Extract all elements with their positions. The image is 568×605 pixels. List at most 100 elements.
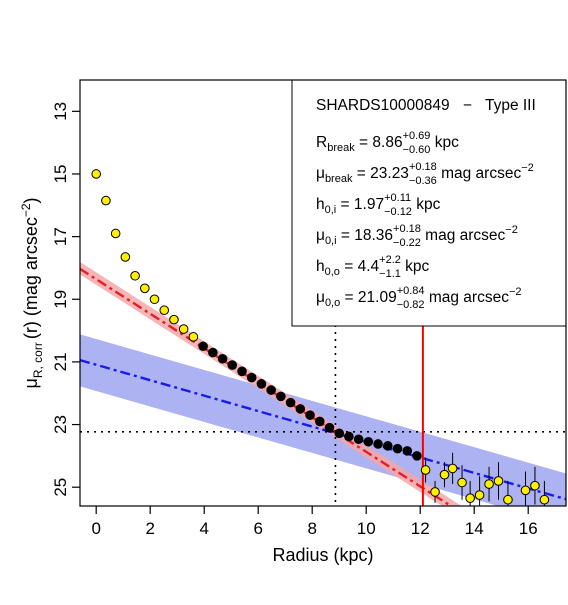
plot-frame	[79, 79, 567, 507]
legend-type: Type III	[485, 97, 536, 114]
legend-symbol: μ	[316, 227, 325, 244]
x-tick-label: 4	[199, 519, 208, 538]
legend-subscript: 0,i	[325, 235, 337, 247]
data-point	[130, 270, 140, 281]
data-point	[188, 332, 199, 342]
legend-equals: =	[337, 227, 355, 244]
data-point	[334, 428, 345, 439]
y-axis: 13 15 17 19 21 23 25	[51, 102, 80, 497]
y-axis-title-sup: −2	[19, 203, 33, 217]
legend-unit-sup: −2	[505, 224, 518, 236]
legend-error-minus: −0.60	[403, 144, 431, 156]
data-point	[208, 347, 218, 358]
data-point	[149, 294, 160, 305]
y-axis-title: μR, corr (r) (mag arcsec−2)	[19, 197, 45, 388]
legend-subscript: 0,o	[325, 297, 340, 309]
legend-equals: =	[336, 196, 354, 213]
legend-value: 8.86	[372, 134, 402, 151]
legend-symbol: h	[316, 258, 325, 275]
legend-row: μbreak = 23.23+0.18 −0.36 mag arcsec−2	[316, 161, 534, 187]
legend-equals: =	[352, 165, 370, 182]
legend-subscript: break	[327, 142, 355, 154]
legend-equals: =	[340, 289, 358, 306]
data-point	[530, 480, 540, 491]
legend-unit: kpc	[412, 196, 441, 213]
legend-symbol: μ	[316, 289, 325, 306]
data-point	[474, 490, 485, 500]
legend-unit: mag arcsec	[437, 165, 522, 182]
x-tick-label: 2	[145, 519, 154, 538]
legend-symbol: R	[316, 134, 327, 151]
legend-row: Rbreak = 8.86+0.69 −0.60 kpc	[316, 130, 459, 156]
legend-row: h0,i = 1.97+0.11 −0.12 kpc	[316, 192, 441, 218]
x-tick-label: 16	[519, 519, 538, 538]
legend-error-plus: +0.69	[403, 130, 431, 142]
legend-unit-sup: −2	[509, 286, 522, 298]
legend-unit: mag arcsec	[425, 289, 510, 306]
legend-symbol: h	[316, 196, 325, 213]
y-axis-title-symbol: μ	[21, 378, 41, 388]
legend-equals: =	[355, 134, 373, 151]
data-point	[324, 422, 335, 433]
legend-value: 4.4	[358, 258, 380, 275]
x-tick-label: 14	[465, 519, 484, 538]
x-tick-label: 10	[357, 519, 376, 538]
legend-row: h0,o = 4.4+2.2 −1.1 kpc	[316, 254, 430, 280]
y-axis-title-sub: R, corr	[31, 342, 45, 378]
legend-unit-sup: −2	[521, 162, 534, 174]
y-tick-label: 15	[51, 165, 70, 184]
data-point	[373, 439, 383, 449]
legend: SHARDS10000849 − Type III Rbreak = 8.86+…	[291, 79, 567, 327]
data-point	[285, 397, 296, 408]
legend-dash: −	[463, 97, 472, 114]
data-point	[198, 341, 208, 352]
legend-error-plus: +2.2	[379, 254, 401, 266]
data-point	[178, 324, 189, 334]
legend-error-plus: +0.18	[393, 223, 421, 235]
legend-subscript: 0,i	[325, 204, 337, 216]
data-point	[520, 485, 531, 496]
x-tick-label: 0	[91, 519, 100, 538]
legend-row: μ0,o = 21.09+0.84 −0.82 mag arcsec−2	[316, 285, 522, 311]
data-point	[159, 305, 170, 316]
y-axis-title-close: )	[21, 197, 41, 203]
data-point	[227, 360, 238, 370]
data-point	[344, 431, 354, 442]
data-point	[412, 451, 422, 461]
y-tick-label: 19	[51, 290, 70, 309]
y-tick-label: 25	[51, 478, 70, 497]
x-tick-label: 12	[411, 519, 430, 538]
legend-row: μ0,i = 18.36+0.18 −0.22 mag arcsec−2	[316, 223, 518, 249]
data-point	[457, 477, 467, 488]
data-point	[402, 446, 413, 456]
data-point	[420, 465, 431, 475]
outer-fit-line	[80, 358, 566, 501]
data-point	[140, 283, 150, 294]
data-point	[439, 469, 450, 480]
legend-title: SHARDS10000849 − Type III	[316, 97, 536, 114]
data-point	[465, 493, 475, 503]
legend-unit: mag arcsec	[421, 227, 506, 244]
legend-error-plus: +0.84	[397, 285, 425, 297]
data-point	[392, 443, 403, 454]
data-point	[503, 494, 513, 505]
data-point	[217, 353, 228, 364]
legend-error-plus: +0.11	[384, 192, 411, 204]
legend-subscript: 0,o	[325, 266, 340, 278]
legend-value: 18.36	[354, 227, 393, 244]
x-tick-label: 6	[253, 519, 262, 538]
legend-galaxy: SHARDS10000849	[316, 97, 450, 114]
legend-unit: kpc	[401, 258, 430, 275]
data-point	[484, 479, 494, 489]
legend-box	[291, 79, 567, 327]
legend-subscript: break	[325, 173, 353, 185]
data-point	[266, 385, 276, 395]
legend-symbol: μ	[316, 165, 325, 182]
data-point	[430, 487, 440, 497]
data-points	[91, 169, 550, 505]
data-point	[276, 391, 286, 402]
y-axis-title-text: (r) (mag arcsec	[21, 217, 41, 339]
y-tick-label: 23	[51, 415, 70, 434]
data-point	[363, 436, 374, 447]
